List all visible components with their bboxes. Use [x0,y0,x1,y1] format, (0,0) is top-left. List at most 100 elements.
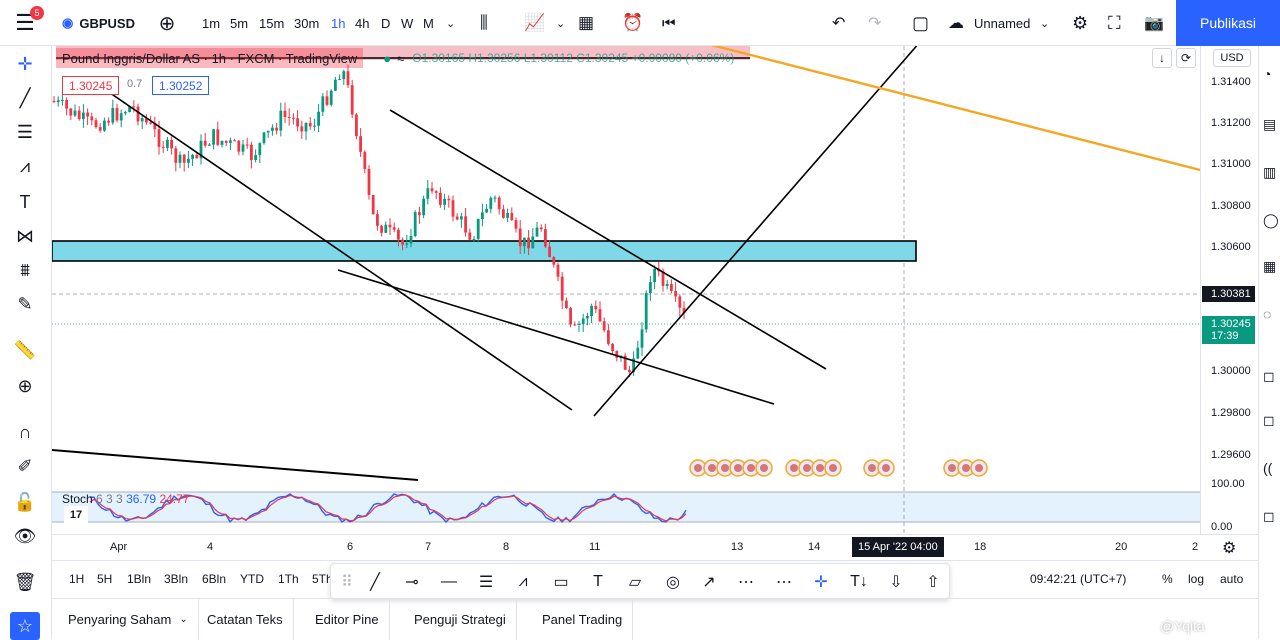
currency-select[interactable]: USD [1213,49,1251,67]
alerts-panel-icon[interactable]: ▤ [1263,116,1277,132]
clock[interactable]: 09:42:21 (UTC+7) [1030,572,1127,586]
watchlist-icon[interactable]: ◔ [1263,66,1272,82]
arrow-up-tool-icon[interactable]: ⇧ [926,574,940,591]
tab-text-notes[interactable]: Catatan Teks [197,599,294,640]
chevron-down-icon[interactable]: ⌄ [446,17,456,30]
trend-line-1[interactable] [99,85,573,411]
tab-stock-screener[interactable]: Penyaring Saham ⌄ [58,599,199,640]
ideas-icon[interactable]: ◌ [1263,306,1272,322]
indicators-icon[interactable]: 📈 [524,13,546,32]
target-tool-icon[interactable]: ◎ [666,574,680,591]
star-icon[interactable]: ☆ [10,612,40,640]
trend-line-icon[interactable]: ╱ [19,87,31,108]
eye-icon[interactable]: 👁 [13,525,37,546]
arrow-down-tool-icon[interactable]: ⇩ [889,574,903,591]
trend-line-5[interactable] [52,449,419,481]
axis-settings-gear-icon[interactable]: ⚙ [1222,540,1237,557]
orange-trend-line[interactable] [692,46,1200,172]
crosshair-icon[interactable]: ✛ [17,53,33,74]
price-axis[interactable]: USD 1.31400 1.31200 1.31000 1.30800 1.30… [1200,46,1258,534]
short-position-tool-icon[interactable]: ⋯ [776,574,792,591]
arrow-tool-icon[interactable]: ↗ [702,574,716,591]
redo-icon[interactable]: ↷ [868,15,882,32]
templates-icon[interactable]: ▦ [578,13,595,32]
range-5h[interactable]: 5H [97,572,113,586]
range-6bln[interactable]: 6Bln [202,572,227,586]
brush-icon[interactable]: ✎ [17,293,33,314]
trend-line-2[interactable] [593,46,920,417]
tf-1h[interactable]: 1h [331,15,346,31]
ruler-icon[interactable]: 📏 [13,339,37,360]
broadcast-icon[interactable]: (( [1263,460,1273,476]
hotlist-icon[interactable]: ◯ [1263,212,1279,228]
range-1bln[interactable]: 1Bln [127,572,152,586]
event-flags[interactable] [689,459,988,477]
projection-icon[interactable]: ⩩ [20,259,30,280]
range-ytd[interactable]: YTD [240,572,264,586]
tf-30m[interactable]: 30m [294,15,320,31]
callout-tool-icon[interactable]: ▱ [628,574,642,591]
resistance-zone[interactable] [52,240,917,262]
price-chart[interactable] [52,46,1200,534]
range-3bln[interactable]: 3Bln [164,572,189,586]
horizontal-ray-tool-icon[interactable]: ⊸ [405,574,419,591]
pattern-icon[interactable]: ⩘ [19,155,31,176]
log-toggle[interactable]: log [1188,572,1205,586]
tf-w[interactable]: W [401,15,414,31]
menu-icon[interactable]: ☰ [15,10,35,35]
replay-icon[interactable]: ⏮ [662,14,676,32]
chevron-down-icon[interactable]: ⌄ [1040,17,1050,30]
zoom-icon[interactable]: ⊕ [17,375,33,396]
data-window-icon[interactable]: ▥ [1263,164,1277,180]
chat-icon[interactable]: ◻ [1263,368,1275,384]
magnet-icon[interactable]: ∩ [18,421,32,442]
range-1th[interactable]: 1Th [278,572,299,586]
auto-toggle[interactable]: auto [1220,572,1244,586]
reset-view-icon[interactable]: ⟳ [1176,48,1196,68]
notifications-icon[interactable]: ◻ [1263,508,1275,524]
undo-icon[interactable]: ↶ [832,15,846,32]
chart-canvas[interactable] [52,46,1200,534]
trend-line-3[interactable] [389,109,827,370]
tf-5m[interactable]: 5m [230,15,249,31]
layout-icon[interactable]: ▢ [912,12,930,33]
horizontal-line-tool-icon[interactable]: — [441,573,457,590]
cloud-icon[interactable]: ☁ [948,15,964,32]
tf-4h[interactable]: 4h [355,15,370,31]
drag-handle-icon[interactable]: ⠿ [341,574,353,591]
percent-toggle[interactable]: % [1162,572,1173,586]
buy-button[interactable]: 1.30252 [152,76,210,95]
lock-icon[interactable]: 🔓 [13,491,37,512]
tab-pine-editor[interactable]: Editor Pine [305,599,390,640]
scroll-down-icon[interactable]: ↓ [1152,48,1172,68]
publish-button[interactable]: Publikasi [1176,0,1280,46]
trash-icon[interactable]: 🗑 [13,571,37,592]
layout-name[interactable]: Unnamed [974,15,1031,31]
calendar-icon[interactable]: ▦ [1263,258,1277,274]
legend-title[interactable]: Pound Inggris/Dollar AS · 1h · FXCM · Tr… [56,48,364,68]
symbol-search[interactable]: ◉ GBPUSD [62,0,135,46]
trend-line-tool-icon[interactable]: ╱ [370,574,380,591]
streams-icon[interactable]: ◻ [1263,412,1275,428]
chevron-down-icon[interactable]: ⌄ [556,17,566,30]
long-position-tool-icon[interactable]: ⋯ [738,574,754,591]
trend-line-4[interactable] [337,269,775,405]
tf-15m[interactable]: 15m [259,15,285,31]
pattern-tool-icon[interactable]: ⩘ [518,573,528,590]
alert-icon[interactable]: ⏰ [622,13,644,32]
tf-m[interactable]: M [423,15,434,31]
text-anchor-tool-icon[interactable]: T↓ [850,573,868,590]
stoch-name[interactable]: Stoch [62,492,93,506]
tf-d[interactable]: D [381,15,391,31]
rectangle-tool-icon[interactable]: ▭ [553,574,569,591]
sell-button[interactable]: 1.30245 [62,76,120,95]
tab-strategy-tester[interactable]: Penguji Strategi [404,599,517,640]
text-tool-icon[interactable]: T [593,573,603,590]
compare-add-icon[interactable]: ⊕ [158,12,176,35]
text-icon[interactable]: T [19,191,31,212]
tab-trading-panel[interactable]: Panel Trading [532,599,634,640]
settings-gear-icon[interactable]: ⚙ [1072,12,1089,33]
tf-1m[interactable]: 1m [202,15,221,31]
range-1h[interactable]: 1H [69,572,85,586]
lock-drawing-icon[interactable]: ✐ [17,455,33,476]
